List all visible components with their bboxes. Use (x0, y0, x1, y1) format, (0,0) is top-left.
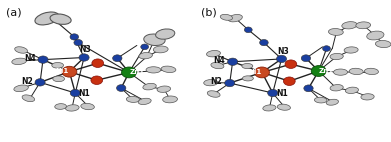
Circle shape (255, 67, 269, 78)
Ellipse shape (207, 91, 220, 97)
Ellipse shape (153, 46, 168, 53)
Ellipse shape (206, 50, 221, 57)
Text: Zn1: Zn1 (319, 68, 334, 74)
Ellipse shape (228, 14, 242, 22)
Ellipse shape (349, 68, 363, 75)
Ellipse shape (367, 31, 384, 40)
Ellipse shape (156, 29, 175, 39)
Ellipse shape (143, 83, 156, 90)
Ellipse shape (211, 62, 224, 69)
Ellipse shape (81, 103, 94, 110)
Ellipse shape (66, 105, 79, 111)
Circle shape (79, 54, 89, 61)
Text: N4: N4 (24, 54, 36, 63)
Ellipse shape (345, 87, 359, 93)
Ellipse shape (326, 99, 339, 105)
Ellipse shape (204, 80, 218, 86)
Ellipse shape (139, 52, 152, 59)
Ellipse shape (161, 66, 176, 73)
Circle shape (113, 55, 122, 62)
Circle shape (141, 44, 149, 50)
Circle shape (70, 34, 79, 40)
Ellipse shape (53, 76, 65, 82)
Text: N1: N1 (276, 89, 289, 98)
Text: N1: N1 (78, 89, 90, 98)
Text: Zn1: Zn1 (129, 69, 144, 75)
Ellipse shape (138, 98, 151, 105)
Text: Ni1: Ni1 (56, 68, 68, 74)
Ellipse shape (15, 47, 27, 53)
Ellipse shape (242, 63, 253, 69)
Text: N4: N4 (213, 56, 225, 65)
Ellipse shape (364, 68, 378, 75)
Ellipse shape (328, 29, 343, 35)
Circle shape (35, 79, 45, 86)
Circle shape (283, 77, 295, 85)
Circle shape (260, 39, 268, 46)
Text: (a): (a) (6, 7, 22, 17)
Circle shape (91, 76, 102, 84)
Ellipse shape (52, 62, 63, 68)
Ellipse shape (157, 86, 170, 92)
Circle shape (301, 55, 310, 62)
Text: N3: N3 (79, 45, 91, 54)
Circle shape (70, 89, 81, 97)
Ellipse shape (220, 14, 233, 20)
Text: (b): (b) (201, 7, 217, 17)
Circle shape (267, 89, 278, 97)
Ellipse shape (14, 85, 29, 92)
Ellipse shape (35, 12, 59, 25)
Ellipse shape (277, 104, 291, 110)
Circle shape (92, 59, 104, 67)
Circle shape (38, 56, 48, 63)
Ellipse shape (12, 58, 27, 65)
Ellipse shape (55, 104, 66, 109)
Ellipse shape (263, 105, 276, 111)
Ellipse shape (342, 22, 357, 29)
Circle shape (224, 79, 235, 87)
Ellipse shape (126, 96, 140, 102)
Ellipse shape (330, 85, 343, 91)
Text: N2: N2 (210, 77, 222, 86)
Ellipse shape (375, 40, 391, 48)
Circle shape (304, 85, 313, 92)
Ellipse shape (314, 97, 327, 103)
Circle shape (117, 85, 126, 91)
Ellipse shape (334, 69, 348, 75)
Ellipse shape (356, 22, 371, 29)
Ellipse shape (163, 96, 178, 103)
Circle shape (244, 27, 252, 33)
Circle shape (285, 60, 297, 68)
Ellipse shape (50, 14, 71, 24)
Ellipse shape (242, 76, 253, 81)
Ellipse shape (344, 47, 358, 53)
Circle shape (74, 39, 83, 46)
Ellipse shape (361, 94, 374, 100)
Circle shape (323, 46, 330, 51)
Text: Ni1: Ni1 (249, 69, 262, 75)
Text: N2: N2 (21, 77, 33, 86)
Circle shape (311, 66, 326, 76)
Circle shape (62, 66, 77, 77)
Ellipse shape (330, 53, 343, 60)
Circle shape (122, 67, 136, 78)
Ellipse shape (144, 34, 165, 46)
Circle shape (228, 58, 238, 65)
Text: N3: N3 (278, 47, 289, 56)
Ellipse shape (146, 67, 161, 73)
Circle shape (276, 55, 287, 63)
Ellipse shape (22, 95, 35, 102)
